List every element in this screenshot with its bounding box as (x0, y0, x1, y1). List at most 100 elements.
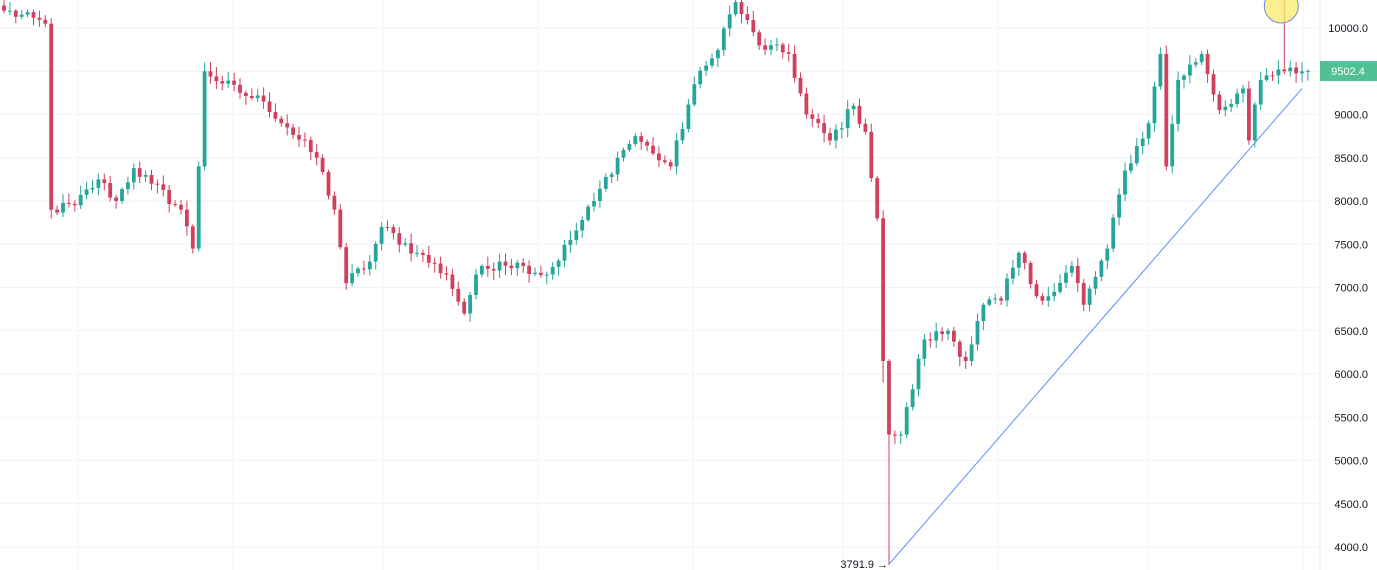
candle-body (1229, 103, 1234, 107)
candle-body (598, 188, 602, 201)
candle-body (279, 118, 284, 124)
y-tick-label: 7500.0 (1334, 239, 1368, 251)
low-price-label: 3791.9 (840, 559, 874, 570)
candle-body (167, 189, 172, 204)
candle-body (910, 389, 915, 408)
candle-body (480, 265, 484, 275)
candle-body (562, 244, 567, 261)
candle-body (810, 114, 815, 119)
candle-body (804, 93, 809, 115)
candle-body (432, 262, 437, 264)
candle-body (350, 273, 354, 284)
candle-body (1105, 248, 1110, 261)
candle-body (1288, 67, 1293, 72)
candle-body (391, 227, 396, 234)
candle-body (403, 243, 408, 245)
candle-body (946, 330, 950, 335)
y-tick-label: 4000.0 (1334, 542, 1368, 554)
y-tick-label: 6000.0 (1334, 369, 1368, 381)
candle-body (273, 111, 278, 119)
candle-body (1235, 93, 1239, 104)
candle-body (332, 195, 337, 210)
candle-body (96, 179, 101, 188)
candle-body (916, 358, 921, 390)
candle-body (1052, 291, 1057, 297)
candle-body (1093, 276, 1098, 289)
candle-body (633, 136, 638, 144)
candle-body (143, 175, 148, 177)
candle-body (893, 434, 897, 436)
candle-body (114, 197, 118, 201)
candle-body (131, 168, 136, 183)
candle-body (232, 80, 236, 85)
candle-body (102, 179, 107, 184)
candle-body (645, 141, 649, 146)
candle-body (887, 361, 891, 435)
y-tick-label: 8500.0 (1334, 153, 1368, 165)
candle-body (875, 178, 880, 219)
candle-body (1223, 106, 1228, 111)
candle-body (320, 157, 325, 172)
trend-line[interactable] (888, 88, 1303, 565)
candle-body (72, 203, 77, 206)
candle-body (1123, 170, 1127, 195)
candle-body (1282, 69, 1287, 72)
candle-body (1176, 79, 1180, 124)
candle-body (816, 118, 821, 124)
candle-body (1070, 265, 1074, 273)
candles (2, 0, 1310, 566)
candle-body (662, 160, 667, 163)
candle-body (421, 252, 425, 255)
candle-body (261, 95, 266, 102)
candle-body (515, 262, 520, 269)
candle-body (108, 183, 113, 198)
candle-body (651, 145, 655, 154)
y-tick-label: 6500.0 (1334, 326, 1368, 338)
candle-body (344, 247, 349, 284)
candle-body (1117, 194, 1121, 218)
candle-body (214, 76, 219, 82)
candle-body (1217, 94, 1222, 111)
candle-body (527, 265, 531, 275)
candle-body (1028, 262, 1033, 285)
candle-body (43, 19, 48, 24)
candle-body (786, 52, 791, 54)
candle-body (161, 184, 166, 190)
candle-body (668, 162, 673, 167)
y-tick-label: 5500.0 (1334, 412, 1368, 424)
candle-body (975, 321, 980, 345)
candle-body (497, 261, 502, 271)
candle-body (1064, 272, 1068, 283)
candle-body (244, 92, 248, 97)
candle-body (869, 131, 874, 179)
candle-body (155, 183, 160, 185)
low-price-arrow-icon: → (877, 559, 888, 570)
candle-body (1134, 146, 1139, 164)
candle-body (609, 174, 614, 177)
candle-body (78, 194, 83, 206)
candle-body (208, 71, 213, 77)
candle-body (1264, 75, 1269, 80)
candle-body (952, 330, 956, 342)
candle-body (255, 95, 260, 99)
candle-body (126, 182, 130, 190)
candle-body (468, 294, 472, 314)
candle-body (828, 133, 832, 141)
candle-body (13, 10, 18, 17)
candle-body (680, 128, 685, 141)
candle-body (704, 65, 708, 71)
candle-body (179, 204, 183, 210)
candle-body (491, 268, 496, 271)
candle-body (922, 339, 927, 359)
candle-body (1258, 79, 1263, 105)
candle-body (839, 128, 844, 130)
candle-body (1075, 265, 1080, 284)
candle-body (1011, 267, 1015, 279)
candle-body (1087, 288, 1092, 305)
candle-body (314, 152, 319, 158)
candle-body (727, 14, 732, 29)
candle-body (367, 261, 372, 270)
candle-body (409, 243, 413, 254)
candle-body (1306, 71, 1310, 73)
